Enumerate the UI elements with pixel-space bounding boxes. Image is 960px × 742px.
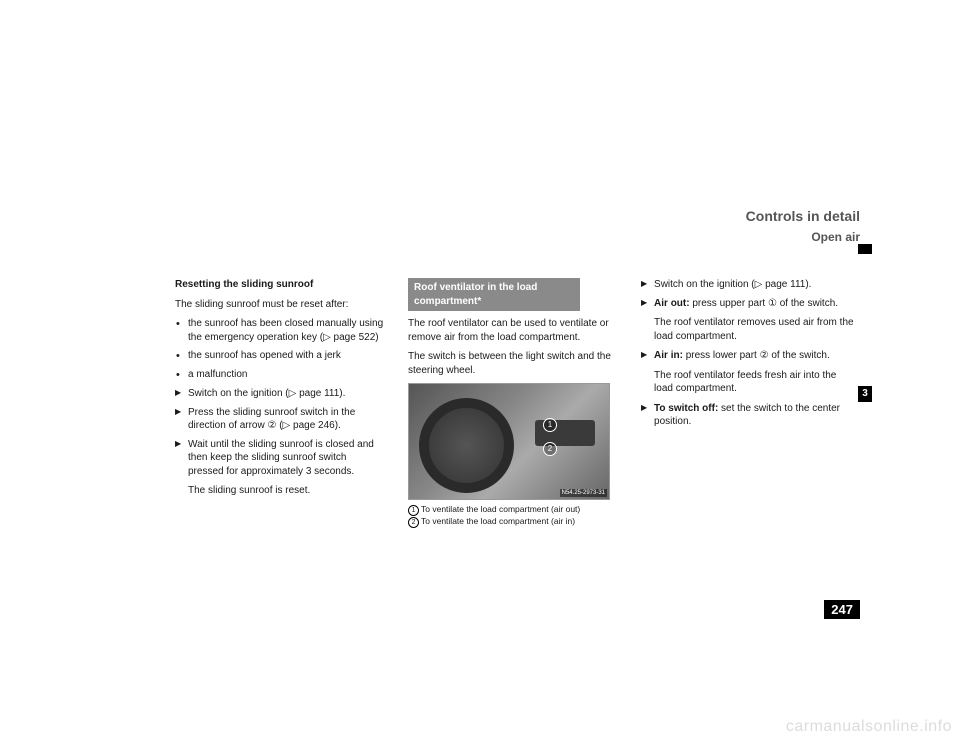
- column-3: Switch on the ignition (▷ page 111). Air…: [641, 278, 855, 528]
- caption-num-2: 2: [408, 517, 419, 528]
- step-item: Switch on the ignition (▷ page 111).: [175, 387, 384, 401]
- col1-heading: Resetting the sliding sunroof: [175, 278, 384, 292]
- step-bold: Air out:: [654, 298, 690, 309]
- box-line-2: compartment*: [414, 296, 481, 307]
- box-line-1: Roof ventilator in the load: [414, 282, 537, 293]
- column-1: Resetting the sliding sunroof The slidin…: [175, 278, 384, 528]
- col3-steps-b: Air in: press lower part ② of the switch…: [641, 349, 855, 363]
- step-text: press upper part ① of the switch.: [690, 298, 838, 309]
- watermark-text: carmanualsonline.info: [786, 718, 952, 736]
- content-columns: Resetting the sliding sunroof The slidin…: [175, 278, 855, 528]
- step-bold: Air in:: [654, 350, 683, 361]
- step-bold: To switch off:: [654, 403, 718, 414]
- page-number: 247: [824, 600, 860, 619]
- col1-steps: Switch on the ignition (▷ page 111). Pre…: [175, 387, 384, 478]
- bullet-item: a malfunction: [175, 368, 384, 382]
- figure-caption: 1To ventilate the load compartment (air …: [408, 504, 617, 528]
- col3-sub2: The roof ventilator feeds fresh air into…: [641, 369, 855, 396]
- col2-p2: The switch is between the light switch a…: [408, 350, 617, 377]
- col2-p1: The roof ventilator can be used to venti…: [408, 317, 617, 344]
- col1-bullets: the sunroof has been closed manual­ly us…: [175, 317, 384, 381]
- figure-code: N54.25-2973-31: [560, 489, 607, 497]
- step-item: Air in: press lower part ② of the switch…: [641, 349, 855, 363]
- col3-steps-c: To switch off: set the switch to the cen…: [641, 402, 855, 429]
- caption-text-1: To ventilate the load compartment (air o…: [421, 504, 580, 514]
- step-text: press lower part ② of the switch.: [683, 350, 830, 361]
- step-item: To switch off: set the switch to the cen…: [641, 402, 855, 429]
- marker-2-icon: 2: [543, 442, 557, 456]
- column-2: Roof ventilator in the load compartment*…: [408, 278, 617, 528]
- edge-tab: [858, 244, 872, 254]
- col3-sub1: The roof ventilator removes used air fro…: [641, 316, 855, 343]
- subsection-title: Open air: [746, 230, 860, 244]
- caption-text-2: To ventilate the load compartment (air i…: [421, 516, 575, 526]
- step-item: Wait until the sliding sunroof is closed…: [175, 438, 384, 479]
- col1-intro: The sliding sunroof must be reset after:: [175, 298, 384, 312]
- page-header: Controls in detail Open air: [746, 208, 860, 244]
- col1-outro: The sliding sunroof is reset.: [175, 484, 384, 498]
- bullet-item: the sunroof has opened with a jerk: [175, 349, 384, 363]
- step-item: Press the sliding sunroof switch in the …: [175, 406, 384, 433]
- dashboard-figure: 1 2 N54.25-2973-31: [408, 383, 610, 500]
- section-title: Controls in detail: [746, 208, 860, 224]
- step-item: Switch on the ignition (▷ page 111).: [641, 278, 855, 292]
- chapter-tab: 3: [858, 386, 872, 402]
- marker-1-icon: 1: [543, 418, 557, 432]
- manual-page: Controls in detail Open air 3 Resetting …: [0, 0, 960, 742]
- caption-num-1: 1: [408, 505, 419, 516]
- bullet-item: the sunroof has been closed manual­ly us…: [175, 317, 384, 344]
- step-item: Air out: press upper part ① of the switc…: [641, 297, 855, 311]
- col3-steps-a: Switch on the ignition (▷ page 111). Air…: [641, 278, 855, 310]
- steering-wheel-graphic: [419, 398, 514, 493]
- col2-heading-box: Roof ventilator in the load compartment*: [408, 278, 580, 311]
